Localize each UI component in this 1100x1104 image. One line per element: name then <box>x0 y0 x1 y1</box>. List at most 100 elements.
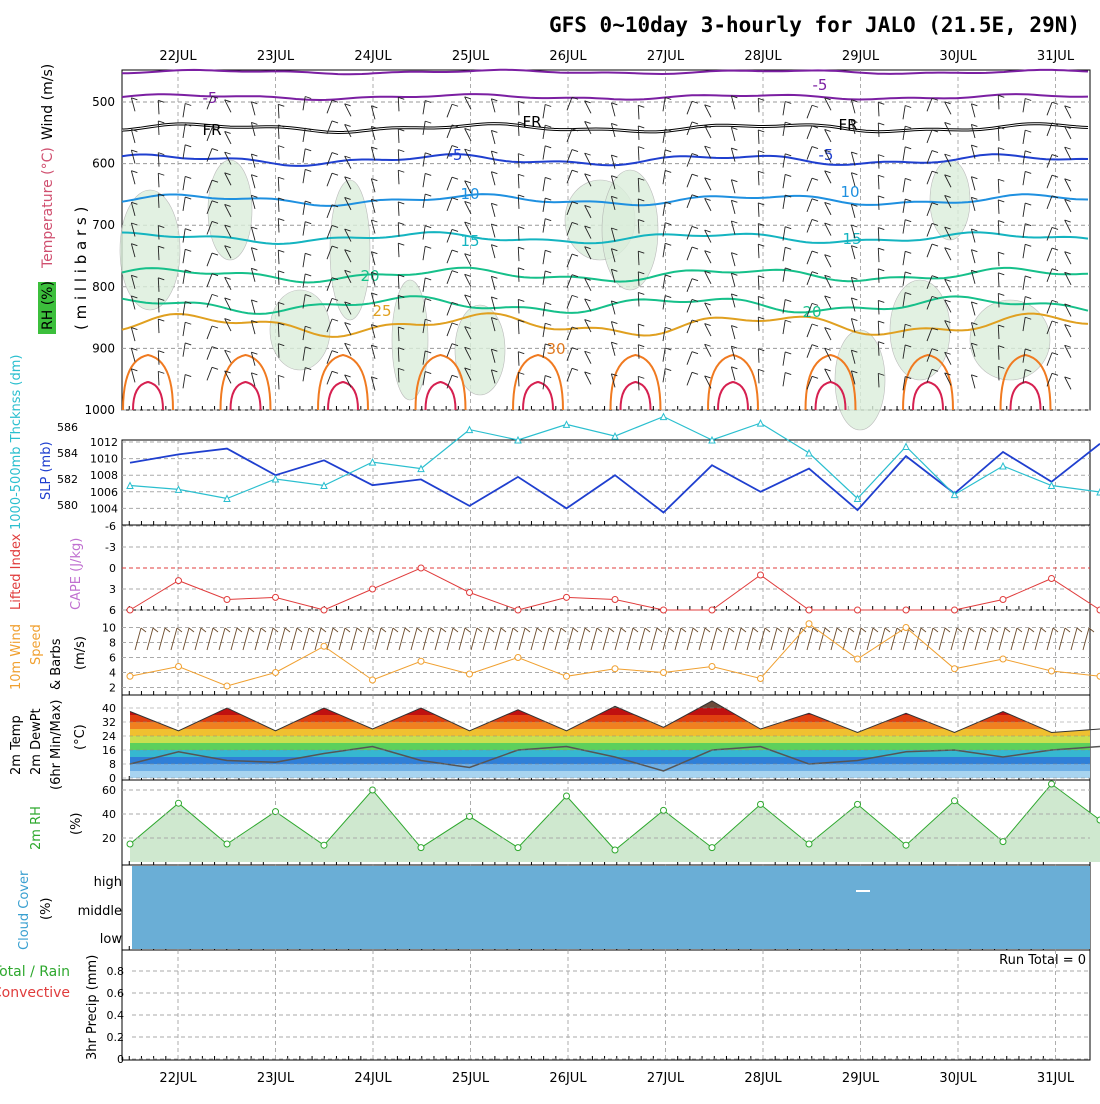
wind-barb-flag <box>320 627 327 633</box>
wind-barb <box>422 627 430 651</box>
wind-barb-flag <box>344 228 351 232</box>
rh-shading <box>119 189 181 311</box>
thickness-line-point <box>659 412 668 421</box>
wind-barb <box>130 129 136 144</box>
wind-barb-flag <box>464 346 471 350</box>
wind-barb <box>464 221 472 235</box>
wind-barb <box>970 270 976 284</box>
wind-barb <box>637 198 640 213</box>
wind-barb <box>637 125 640 140</box>
wind-barb-flag <box>1051 122 1059 126</box>
wind-barb <box>554 627 562 651</box>
wind-barb <box>182 196 186 211</box>
wind-barb <box>130 295 136 310</box>
wind-barb <box>650 627 658 651</box>
wind-barb-flag <box>344 103 351 107</box>
rh-line-point <box>417 844 425 852</box>
wind-barb <box>206 346 213 360</box>
wind-tick-label: 2 <box>109 682 116 695</box>
wind-barb-flag <box>1051 195 1059 199</box>
wind-speed-line-point <box>417 657 425 665</box>
wind-barb <box>662 274 666 289</box>
wind-speed-label: Speed <box>29 624 44 665</box>
wind-barb-flag <box>691 153 699 156</box>
wind-barb-flag <box>1064 198 1071 202</box>
wind-barb-flag <box>512 627 519 633</box>
wind-barb-flag <box>1004 627 1011 633</box>
wind-barb <box>997 272 1000 287</box>
wind-barb-flag <box>611 300 618 304</box>
wind-barb-flag <box>331 318 339 322</box>
wind-barb <box>458 627 466 651</box>
wind-speed-line-point <box>757 675 764 682</box>
contour-label: 30 <box>546 340 565 358</box>
date-label-top: 31JUL <box>1037 49 1075 64</box>
wind-barb-flag <box>691 319 699 323</box>
wind-barb-flag <box>1076 627 1083 633</box>
wind-barb-flag <box>305 96 312 99</box>
wind-barb-flag <box>491 369 498 373</box>
wind-barb <box>326 173 333 187</box>
wind-barb-flag <box>971 196 978 200</box>
wind-barb-flag <box>611 154 618 158</box>
wind-barb <box>610 102 616 117</box>
wind-barb <box>806 303 813 317</box>
wind-barb-flag <box>305 252 312 256</box>
thickness-line-point <box>126 481 134 489</box>
wind-barb <box>277 302 280 317</box>
wind-barb-flag <box>611 227 618 231</box>
wind-barb-flag <box>251 247 258 251</box>
wind-barb <box>950 627 958 651</box>
wind-barb <box>370 272 376 286</box>
wind-barb-flag <box>851 120 858 123</box>
wind-barb <box>610 196 616 210</box>
wind-barb-flag <box>878 122 885 126</box>
wind-barb-flag <box>398 347 405 351</box>
wind-barb-flag <box>584 173 591 177</box>
wind-barb-flag <box>440 627 447 633</box>
wind-barb <box>850 318 856 333</box>
wind-barb-flag <box>968 627 975 633</box>
wind-barb-flag <box>836 627 843 633</box>
wind-barb-flag <box>691 100 699 104</box>
wind-barb-flag <box>451 343 459 347</box>
wind-barb-flag <box>905 146 912 150</box>
wind-barb <box>662 222 666 237</box>
cloud-cover-fill <box>132 866 1090 949</box>
wind-barb <box>970 124 976 139</box>
lifted-index-line-point <box>417 564 425 572</box>
wind-barb-flag <box>571 96 579 100</box>
wind-barb-flag <box>571 326 579 330</box>
minmax-label: (6hr Min/Max) <box>49 700 64 790</box>
wind-barb <box>997 252 1000 267</box>
wind-barb-flag <box>464 294 471 298</box>
wind-barb <box>224 350 232 363</box>
rh-shading <box>391 279 429 401</box>
wind-barb <box>397 274 400 289</box>
wind-barb <box>566 253 573 268</box>
wind-barb-flag <box>731 147 738 151</box>
wind-barb <box>490 223 496 238</box>
wind-barb-flag <box>331 120 339 124</box>
wind-speed-line-point <box>854 655 861 663</box>
wind-barb <box>206 627 214 651</box>
wind-barb <box>662 243 666 258</box>
wind-barb-flag <box>560 627 567 633</box>
wind-barb-flag <box>344 322 351 326</box>
wind-barb-flag <box>176 627 183 633</box>
wind-barb-flag <box>1064 251 1071 255</box>
wind-barb <box>637 178 640 193</box>
precip-axis-label: 3hr Precip (mm) <box>85 955 100 1060</box>
lifted-index-line-point <box>902 606 910 614</box>
wind-barb <box>997 147 1000 162</box>
wind-barb <box>1022 150 1026 165</box>
wind-barb <box>370 199 376 213</box>
wind-barb <box>302 294 306 309</box>
wind-barb-flag <box>1064 324 1071 328</box>
thickness-line-point <box>1096 487 1100 496</box>
date-label-bottom: 23JUL <box>257 1071 295 1086</box>
wind-barb-flag <box>811 375 819 379</box>
wind-barb-flag <box>211 127 219 131</box>
wind-barb-flag <box>356 627 363 633</box>
wind-barb-flag <box>211 293 219 297</box>
